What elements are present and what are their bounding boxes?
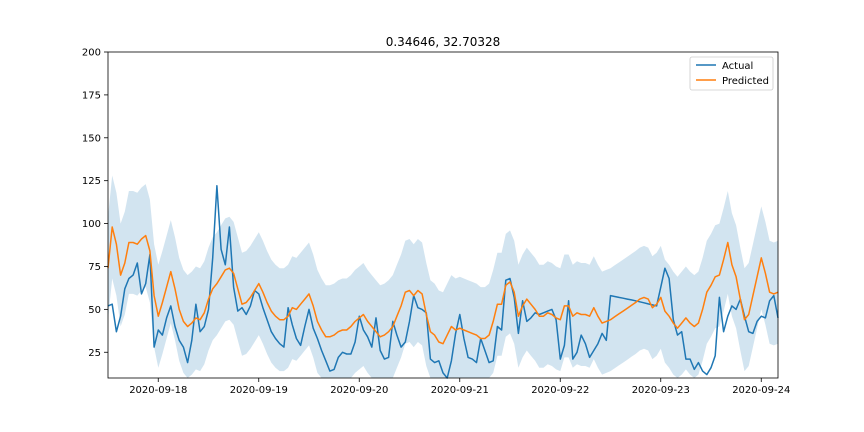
x-tick-label: 2020-09-19 — [230, 385, 288, 396]
x-tick-label: 2020-09-22 — [531, 385, 589, 396]
confidence-band-layer — [108, 175, 778, 378]
plot-area-frame — [107, 51, 779, 379]
y-tick-label: 50 — [88, 305, 101, 316]
x-tick-label: 2020-09-20 — [330, 385, 388, 396]
series-line-actual — [107, 185, 779, 379]
legend: Actual Predicted — [689, 56, 774, 91]
x-tick-label: 2020-09-18 — [129, 385, 187, 396]
x-tick-label: 2020-09-24 — [732, 385, 790, 396]
y-tick-label: 25 — [88, 348, 101, 359]
x-axis: 2020-09-18 2020-09-19 2020-09-20 2020-09-21… — [129, 378, 790, 396]
legend-label-actual: Actual — [722, 61, 753, 72]
y-tick-label: 150 — [82, 133, 101, 144]
confidence-band — [108, 175, 778, 378]
legend-label-predicted: Predicted — [722, 76, 769, 87]
x-tick-label: 2020-09-23 — [632, 385, 690, 396]
y-tick-label: 100 — [82, 219, 101, 230]
series-line-predicted — [107, 226, 779, 345]
y-axis: 25 50 75 100 125 150 175 200 — [82, 48, 108, 359]
chart-title: 0.34646, 32.70328 — [386, 35, 501, 49]
y-tick-label: 175 — [82, 90, 101, 101]
y-tick-label: 75 — [88, 262, 101, 273]
y-tick-label: 125 — [82, 176, 101, 187]
series-layer — [107, 185, 779, 379]
x-tick-label: 2020-09-21 — [431, 385, 489, 396]
y-tick-label: 200 — [82, 48, 101, 59]
